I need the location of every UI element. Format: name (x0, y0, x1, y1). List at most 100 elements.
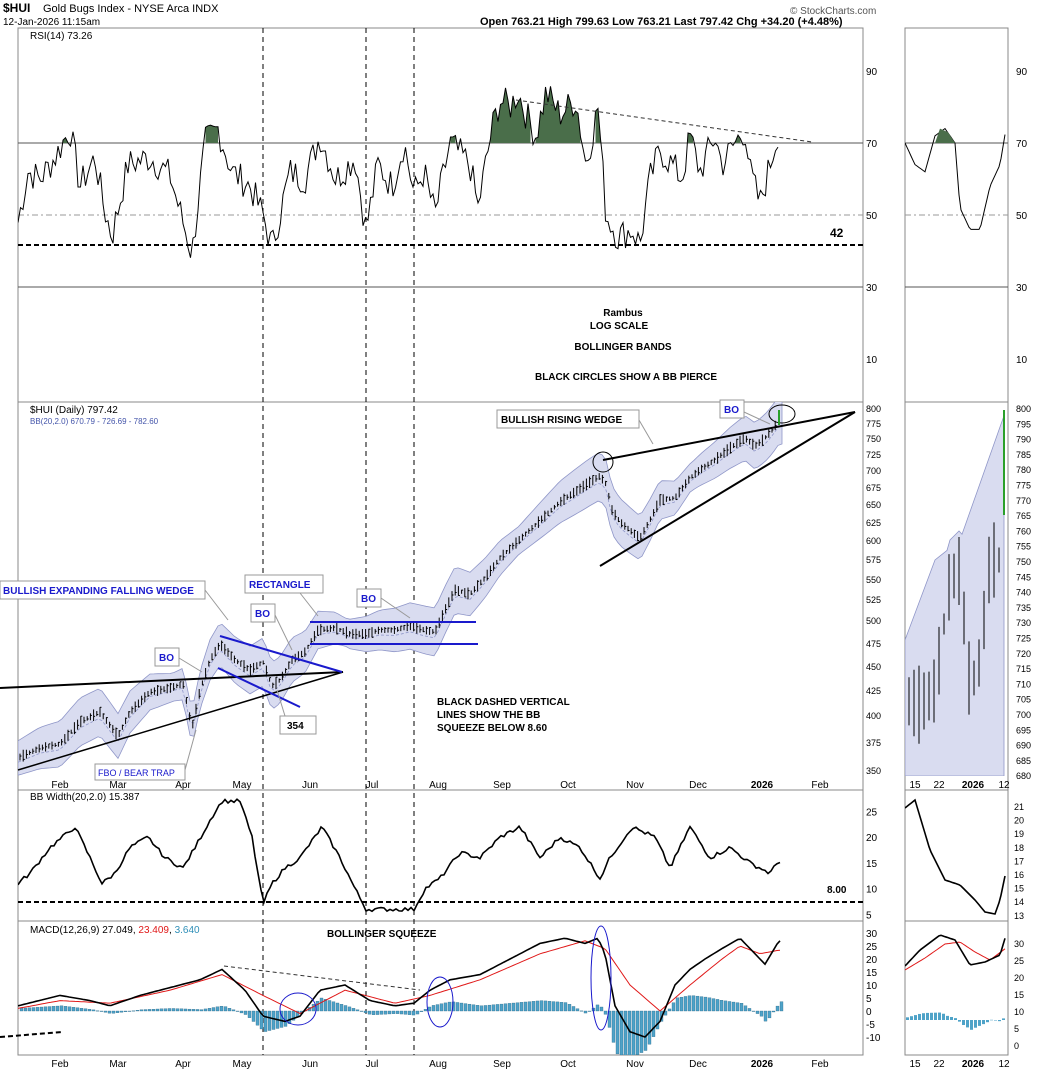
month-tick-label: Apr (175, 1059, 191, 1069)
symbol: $HUI (3, 1, 30, 15)
side-macd-histogram-bar (970, 1020, 973, 1030)
macd-histogram-bar (139, 1009, 144, 1012)
macd-histogram-bar (115, 1010, 120, 1013)
side-macd-tick-label: 30 (1014, 939, 1024, 949)
side-rsi-tick-label: 10 (1016, 355, 1028, 366)
macd-line (18, 937, 781, 1038)
price-label: $HUI (Daily) 797.42 (30, 405, 118, 416)
side-price-tick-label: 785 (1016, 450, 1031, 460)
falling-wedge-lower (17, 671, 344, 771)
macd-histogram-bar (83, 1008, 88, 1012)
macd-histogram-bar (611, 1010, 616, 1043)
macd-histogram-bar (191, 1009, 196, 1012)
month-tick-label: Mar (109, 1059, 127, 1069)
macd-histogram-bar (775, 1005, 780, 1012)
rsi-tick-label: 90 (866, 67, 878, 78)
macd-histogram-bar (547, 1001, 552, 1012)
macd-histogram-bar (223, 1006, 228, 1012)
macd-histogram-bar (691, 995, 696, 1012)
macd-histogram-bar (767, 1010, 772, 1019)
side-price-tick-label: 795 (1016, 419, 1031, 429)
macd-left-dash (0, 1031, 63, 1038)
side-rsi-line (905, 127, 1006, 230)
macd-histogram-bar (687, 995, 692, 1012)
macd-histogram-bar (339, 1004, 344, 1012)
macd-histogram-bar (683, 996, 688, 1012)
dashed-note-2: LINES SHOW THE BB (437, 710, 540, 721)
side-bbw-tick-label: 13 (1014, 911, 1024, 921)
annotation-bo-2: BO (250, 603, 276, 623)
annotation-bo-1-box (154, 647, 180, 667)
side-macd-histogram-bar (982, 1020, 985, 1025)
side-macd-histogram-bar (966, 1020, 969, 1028)
price-tick-label: 725 (866, 450, 881, 460)
side-panel-series (905, 127, 1006, 1030)
macd-histogram-bar (523, 1001, 528, 1012)
side-price-tick-label: 800 (1016, 404, 1031, 414)
macd-histogram-bar (707, 997, 712, 1012)
macd-hist-value: 3.640 (175, 925, 200, 936)
month-tick-label: Oct (560, 1059, 576, 1069)
side-macd-histogram-bar (998, 1020, 1001, 1022)
side-month-tick-label: 12 (998, 780, 1010, 791)
macd-histogram-bar (615, 1010, 620, 1055)
side-bbw-tick-label: 18 (1014, 843, 1024, 853)
side-macd-line (905, 934, 1006, 967)
macd-histogram-bar (323, 999, 328, 1012)
macd-histogram-bar (147, 1009, 152, 1012)
price-tick-label: 675 (866, 483, 881, 493)
macd-tick-label: 15 (866, 968, 878, 979)
side-macd-histogram-bar (986, 1020, 989, 1023)
macd-histogram-bar (375, 1010, 380, 1015)
macd-histogram-bar (715, 999, 720, 1012)
panel-frames (17, 27, 1009, 1056)
side-macd-histogram-bar (922, 1013, 925, 1020)
macd-histogram-bar (551, 1001, 556, 1012)
macd-histogram-bar (59, 1005, 64, 1012)
pattern-drawings (0, 404, 856, 771)
month-tick-label: Nov (626, 1059, 644, 1069)
side-bbw-tick-label: 17 (1014, 856, 1024, 866)
macd-histogram-bar (87, 1009, 92, 1012)
macd-histogram-bar (71, 1007, 76, 1012)
macd-histogram-bar (543, 1000, 548, 1012)
macd-histogram-bar (703, 996, 708, 1012)
macd-tick-label: 20 (866, 955, 878, 966)
note-rambus: Rambus (603, 308, 643, 319)
price-tick-label: 650 (866, 500, 881, 510)
price-tick-label: 425 (866, 686, 881, 696)
macd-histogram-bar (447, 1001, 452, 1012)
macd-tick-label: 10 (866, 981, 878, 992)
bbw-line (18, 798, 781, 913)
price-tick-label: 625 (866, 518, 881, 528)
annotation-rising-wedge: BULLISH RISING WEDGE (496, 409, 640, 429)
side-month-tick-label: 2026 (962, 1059, 985, 1069)
macd-histogram-bar (399, 1010, 404, 1015)
macd-circle-3 (590, 925, 612, 1031)
macd-histogram-bar (367, 1010, 372, 1015)
axis-ticks: Feb Feb Mar Mar Apr Apr May May Jun Jun Jul Jul Aug A… (51, 67, 1031, 1069)
side-month-tick-label: 2026 (962, 780, 985, 791)
macd-histogram-bar (127, 1010, 132, 1012)
macd-histogram-bar (335, 1002, 340, 1012)
side-macd-histogram-bar (958, 1020, 961, 1022)
side-macd-tick-label: 20 (1014, 973, 1024, 983)
macd-circle-2 (426, 976, 454, 1028)
macd-histogram-bar (771, 1010, 776, 1013)
macd-histogram-bar (179, 1008, 184, 1012)
macd-histogram-bar (635, 1010, 640, 1055)
month-tick-label: May (233, 780, 252, 791)
macd-histogram-bar (435, 1004, 440, 1012)
side-macd-histogram-bar (918, 1013, 921, 1020)
macd-histogram-bar (175, 1008, 180, 1012)
side-price-tick-label: 705 (1016, 695, 1031, 705)
macd-histogram-bar (395, 1010, 400, 1014)
annotation-bo-2-box (250, 603, 276, 623)
rsi-42-label: 42 (830, 226, 844, 240)
rsi-overbought-area (205, 125, 218, 143)
annotation-fbo-box (94, 763, 186, 781)
macd-histogram-bar (699, 996, 704, 1012)
side-price-tick-label: 765 (1016, 511, 1031, 521)
macd-histogram-bar (55, 1005, 60, 1012)
macd-histogram-bar (51, 1006, 56, 1012)
